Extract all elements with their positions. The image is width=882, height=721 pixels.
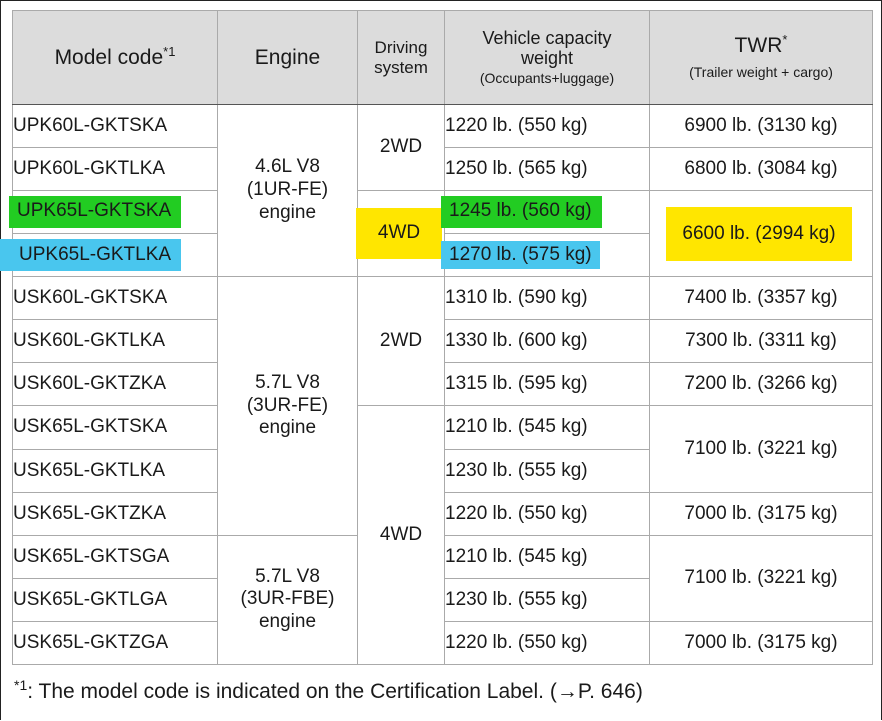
capacity-cell: 1330 lb. (600 kg) — [444, 319, 650, 364]
table-row: USK60L-GKTZKA 1315 lb. (595 kg) 7200 lb.… — [12, 362, 873, 407]
capacity-cell: 1230 lb. (555 kg) — [444, 448, 650, 493]
driving-system-cell: 4WD — [355, 190, 445, 278]
model-code-cell: UPK65L-GKTSKA — [9, 190, 218, 235]
driving-system-cell: 2WD — [357, 276, 445, 407]
model-code-cell: USK65L-GKTZGA — [12, 620, 218, 666]
model-code-cell: USK60L-GKTSKA — [12, 276, 218, 321]
table-row: UPK65L-GKTSKA 4WD 1245 lb. (560 kg) 6600… — [9, 190, 873, 278]
header-twr: TWR* (Trailer weight + cargo) — [649, 10, 873, 105]
twr-cell: 7300 lb. (3311 kg) — [649, 319, 873, 364]
twr-cell: 7200 lb. (3266 kg) — [649, 362, 873, 407]
header-vehicle-capacity: Vehicle capacity weight (Occupants+luggage… — [444, 10, 650, 105]
model-code-cell: USK65L-GKTLGA — [12, 577, 218, 622]
twr-cell: 6600 lb. (2994 kg) — [649, 190, 873, 278]
table-row: UPK65L-GKTLKA 1270 lb. (575 kg) — [0, 233, 873, 278]
table-row: USK65L-GKTLKA 1230 lb. (555 kg) — [12, 448, 873, 493]
header-model-code: Model code*1 — [12, 10, 218, 105]
engine-cell: 5.7L V8 (3UR-FBE) engine — [217, 534, 358, 666]
highlight-yellow: 6600 lb. (2994 kg) — [666, 206, 852, 261]
table-row: USK60L-GKTSKA 5.7L V8 (3UR-FE) engine 2WD … — [12, 276, 873, 536]
table-row: USK65L-GKTLGA 1230 lb. (555 kg) — [12, 577, 873, 622]
twr-cell: 7400 lb. (3357 kg) — [649, 276, 873, 321]
driving-system-cell: 4WD — [357, 405, 445, 665]
twr-cell: 7100 lb. (3221 kg) — [649, 405, 873, 493]
capacity-cell: 1245 lb. (560 kg) — [441, 190, 650, 235]
capacity-cell: 1220 lb. (550 kg) — [444, 620, 650, 666]
model-code-cell: USK65L-GKTSKA — [12, 405, 218, 450]
model-code-cell: USK65L-GKTSGA — [12, 534, 218, 579]
driving-system-cell: 2WD — [357, 103, 445, 192]
twr-cell: 7100 lb. (3221 kg) — [649, 534, 873, 622]
engine-cell: 5.7L V8 (3UR-FE) engine — [217, 276, 358, 536]
vehicle-spec-table: Model code*1 Engine Driving system Vehicl… — [0, 10, 873, 666]
table-row: UPK60L-GKTSKA 4.6L V8 (1UR-FE) engine 2WD … — [12, 103, 873, 278]
twr-cell: 7000 lb. (3175 kg) — [649, 620, 873, 666]
engine-cell: 4.6L V8 (1UR-FE) engine — [217, 103, 358, 278]
header-driving-system: Driving system — [357, 10, 445, 105]
highlight-blue: 1270 lb. (575 kg) — [441, 241, 600, 270]
highlight-green: UPK65L-GKTSKA — [9, 196, 182, 229]
capacity-cell: 1310 lb. (590 kg) — [444, 276, 650, 321]
capacity-cell: 1210 lb. (545 kg) — [444, 534, 650, 579]
table-row: USK65L-GKTZGA 1220 lb. (550 kg) 7000 lb.… — [12, 620, 873, 666]
twr-cell: 6800 lb. (3084 kg) — [649, 147, 873, 192]
table-row: USK65L-GKTSKA 4WD 1210 lb. (545 kg) 7100… — [12, 405, 873, 665]
capacity-cell: 1270 lb. (575 kg) — [441, 233, 650, 278]
highlight-yellow: 4WD — [355, 208, 443, 260]
table-header-row: Model code*1 Engine Driving system Vehicl… — [12, 10, 873, 105]
table-row: UPK60L-GKTLKA 1250 lb. (565 kg) 6800 lb.… — [12, 147, 873, 192]
header-engine: Engine — [217, 10, 358, 105]
model-code-cell: USK65L-GKTLKA — [12, 448, 218, 493]
highlight-blue: UPK65L-GKTLKA — [0, 239, 182, 272]
capacity-cell: 1230 lb. (555 kg) — [444, 577, 650, 622]
footnote-text: : The model code is indicated on the Cer… — [27, 680, 643, 703]
model-code-cell: USK60L-GKTZKA — [12, 362, 218, 407]
capacity-cell: 1220 lb. (550 kg) — [444, 103, 650, 149]
footnote: *1: The model code is indicated on the C… — [14, 677, 643, 704]
capacity-cell: 1315 lb. (595 kg) — [444, 362, 650, 407]
capacity-cell: 1250 lb. (565 kg) — [444, 147, 650, 192]
footnote-mark: *1 — [14, 677, 28, 693]
model-code-cell: UPK60L-GKTSKA — [12, 103, 218, 149]
capacity-cell: 1210 lb. (545 kg) — [444, 405, 650, 450]
model-code-cell: UPK65L-GKTLKA — [0, 233, 218, 278]
model-code-cell: USK60L-GKTLKA — [12, 319, 218, 364]
highlight-green: 1245 lb. (560 kg) — [441, 196, 602, 229]
twr-cell: 7000 lb. (3175 kg) — [649, 491, 873, 536]
table-row: USK65L-GKTZKA 1220 lb. (550 kg) 7000 lb.… — [12, 491, 873, 536]
model-code-cell: UPK60L-GKTLKA — [12, 147, 218, 192]
twr-cell: 6900 lb. (3130 kg) — [649, 103, 873, 149]
capacity-cell: 1220 lb. (550 kg) — [444, 491, 650, 536]
model-code-cell: USK65L-GKTZKA — [12, 491, 218, 536]
